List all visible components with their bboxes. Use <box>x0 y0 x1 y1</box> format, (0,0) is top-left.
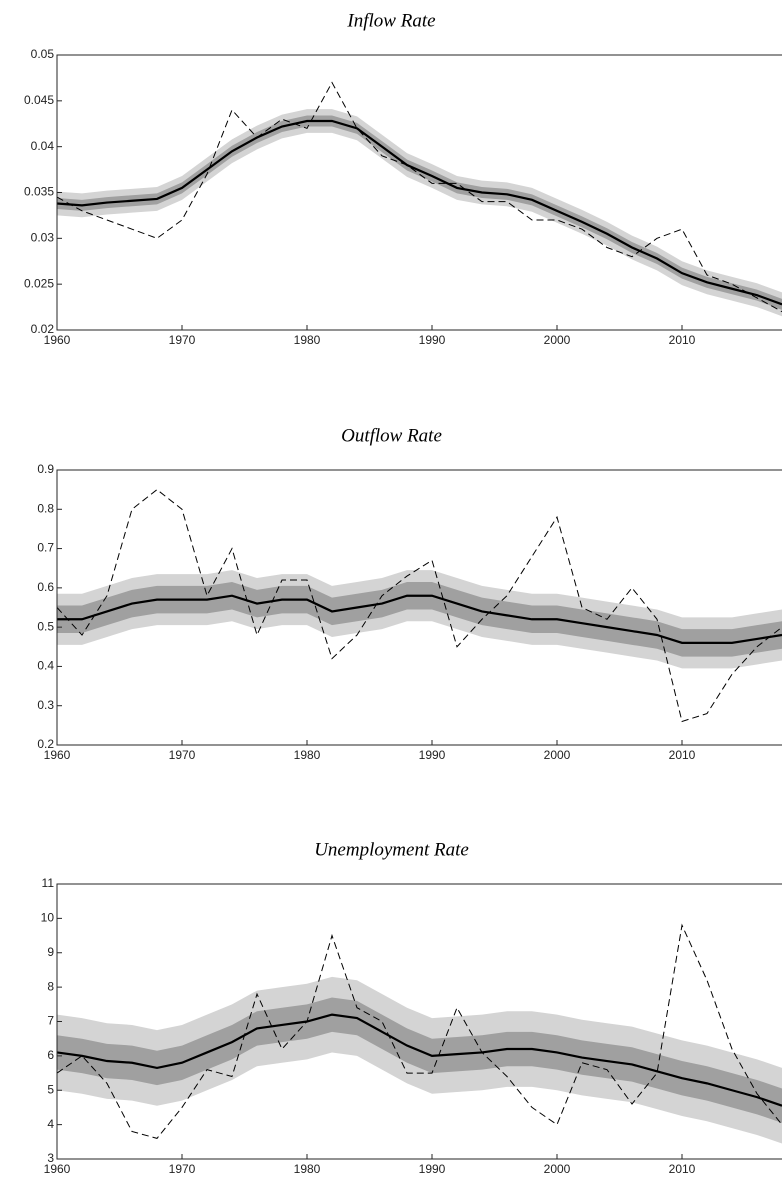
x-tick-label: 1960 <box>44 748 71 762</box>
y-tick-label: 0.035 <box>24 185 54 199</box>
y-tick-label: 0.03 <box>31 231 55 245</box>
data-line <box>57 81 782 313</box>
plot-area <box>57 81 782 317</box>
confidence-band <box>57 115 782 310</box>
y-tick-label: 0.2 <box>37 737 54 751</box>
plot-area <box>57 923 782 1144</box>
y-tick-label: 0.05 <box>31 47 55 61</box>
plot-area <box>57 489 782 723</box>
y-tick-label: 0.5 <box>37 619 54 633</box>
x-tick-label: 1970 <box>169 1162 196 1176</box>
x-tick-label: 2000 <box>544 333 571 347</box>
x-tick-label: 1990 <box>419 1162 446 1176</box>
y-tick-label: 0.8 <box>37 501 54 515</box>
x-tick-label: 1990 <box>419 748 446 762</box>
y-tick-label: 10 <box>41 911 55 925</box>
y-tick-label: 0.3 <box>37 698 54 712</box>
chart-title: Outflow Rate <box>341 425 442 446</box>
x-tick-label: 1970 <box>169 333 196 347</box>
x-tick-label: 2000 <box>544 1162 571 1176</box>
y-tick-label: 0.6 <box>37 580 54 594</box>
y-tick-label: 9 <box>47 945 54 959</box>
y-tick-label: 0.02 <box>31 322 55 336</box>
x-tick-label: 1980 <box>294 333 321 347</box>
y-tick-label: 8 <box>47 979 54 993</box>
confidence-band <box>57 997 782 1123</box>
y-tick-label: 0.7 <box>37 541 54 555</box>
panel: Inflow Rate 0.02 0.025 0.03 0.035 0.04 0.045 0.… <box>24 10 782 347</box>
chart-title: Unemployment Rate <box>314 839 469 860</box>
y-tick-label: 4 <box>47 1117 54 1131</box>
y-tick-label: 6 <box>47 1048 54 1062</box>
y-tick-label: 11 <box>42 876 55 890</box>
y-tick-label: 7 <box>47 1014 54 1028</box>
x-tick-label: 1990 <box>419 333 446 347</box>
x-tick-label: 1960 <box>44 1162 71 1176</box>
panel: Unemployment Rate 3 4 5 6 7 8 9 10 11 1960 1970 1980… <box>41 839 782 1176</box>
x-tick-label: 2010 <box>669 748 696 762</box>
chart-title: Inflow Rate <box>346 10 435 31</box>
x-tick-label: 1980 <box>294 1162 321 1176</box>
x-tick-label: 1970 <box>169 748 196 762</box>
x-tick-label: 2010 <box>669 1162 696 1176</box>
x-tick-label: 2000 <box>544 748 571 762</box>
data-line <box>57 923 782 1139</box>
trend-line <box>57 1013 782 1107</box>
x-tick-label: 2010 <box>669 333 696 347</box>
y-tick-label: 0.025 <box>24 276 54 290</box>
panel: Outflow Rate 0.2 0.3 0.4 0.5 0.6 0.7 0.8 0.9 1960… <box>37 425 782 762</box>
data-line <box>57 489 782 723</box>
trend-line <box>57 119 782 306</box>
y-tick-label: 0.04 <box>31 139 55 153</box>
confidence-band <box>57 581 782 657</box>
x-tick-label: 1960 <box>44 333 71 347</box>
axes-frame <box>56 469 782 746</box>
y-tick-label: 0.045 <box>24 93 54 107</box>
confidence-band <box>57 109 782 317</box>
y-tick-label: 3 <box>47 1151 54 1165</box>
y-tick-label: 0.9 <box>37 462 54 476</box>
y-tick-label: 0.4 <box>37 659 54 673</box>
x-tick-label: 1980 <box>294 748 321 762</box>
y-tick-label: 5 <box>47 1082 54 1096</box>
